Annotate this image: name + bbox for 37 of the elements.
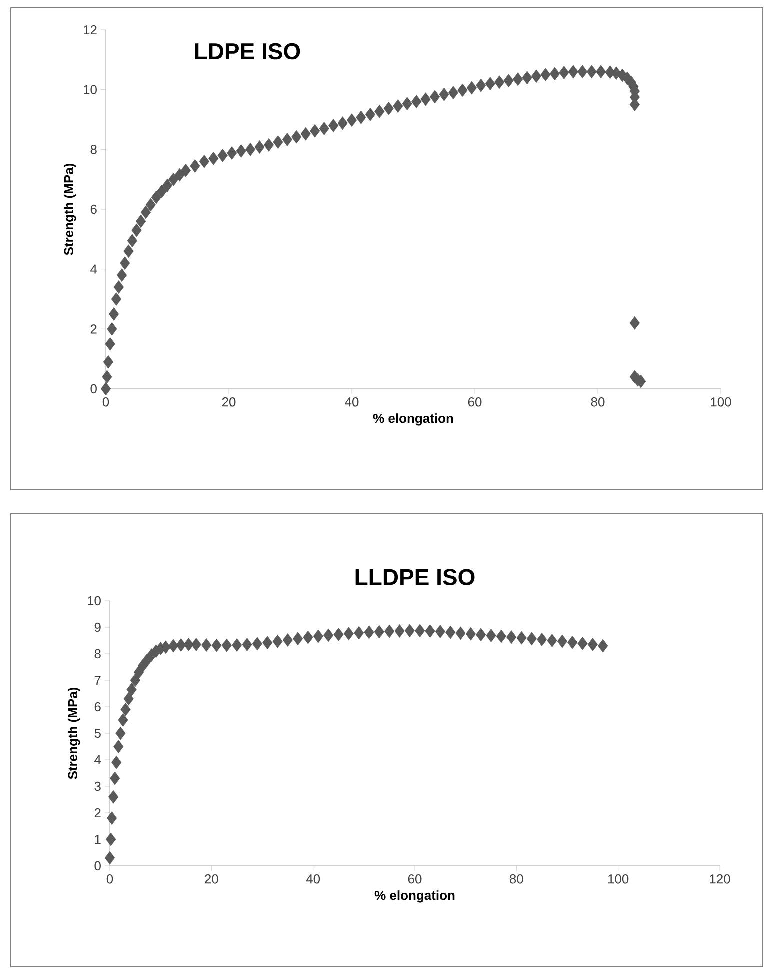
y-tick-label: 4 xyxy=(90,264,98,274)
x-tick-label: 20 xyxy=(205,874,218,884)
y-tick-label: 12 xyxy=(84,25,97,35)
x-tick-label: 60 xyxy=(408,874,422,884)
x-tick-label: 40 xyxy=(345,398,359,407)
x-tick-label: 60 xyxy=(468,398,482,407)
y-tick-label: 8 xyxy=(94,649,101,659)
x-axis-title: % elongation xyxy=(374,890,455,903)
y-tick-label: 0 xyxy=(90,384,97,394)
x-tick-label: 20 xyxy=(222,398,236,407)
y-tick-label: 8 xyxy=(90,145,97,154)
y-tick-label: 3 xyxy=(94,782,101,792)
y-tick-label: 2 xyxy=(94,808,101,818)
y-tick-label: 9 xyxy=(94,622,101,632)
x-tick-label: 0 xyxy=(102,398,110,407)
y-axis-title: Strength (MPa) xyxy=(68,688,80,780)
y-tick-label: 10 xyxy=(88,596,101,606)
chart-title: LDPE ISO xyxy=(195,43,300,60)
x-tick-label: 80 xyxy=(510,874,524,884)
y-tick-label: 6 xyxy=(90,204,97,214)
x-tick-label: 0 xyxy=(106,874,114,884)
x-tick-label: 100 xyxy=(711,398,732,407)
x-axis-title: % elongation xyxy=(373,414,454,426)
y-tick-label: 7 xyxy=(94,676,101,685)
y-tick-label: 1 xyxy=(95,835,101,844)
y-tick-label: 5 xyxy=(94,728,101,738)
x-tick-label: 120 xyxy=(710,874,730,884)
x-tick-label: 80 xyxy=(591,398,605,407)
y-tick-label: 2 xyxy=(90,324,97,334)
chart-title: LLDPE ISO xyxy=(356,569,475,586)
y-tick-label: 0 xyxy=(94,861,101,871)
y-tick-label: 4 xyxy=(94,756,102,764)
y-tick-label: 10 xyxy=(84,85,97,94)
x-tick-label: 100 xyxy=(608,874,629,884)
y-axis-title: Strength (MPa) xyxy=(64,164,76,256)
x-tick-label: 40 xyxy=(306,874,320,884)
y-tick-label: 6 xyxy=(94,702,101,712)
